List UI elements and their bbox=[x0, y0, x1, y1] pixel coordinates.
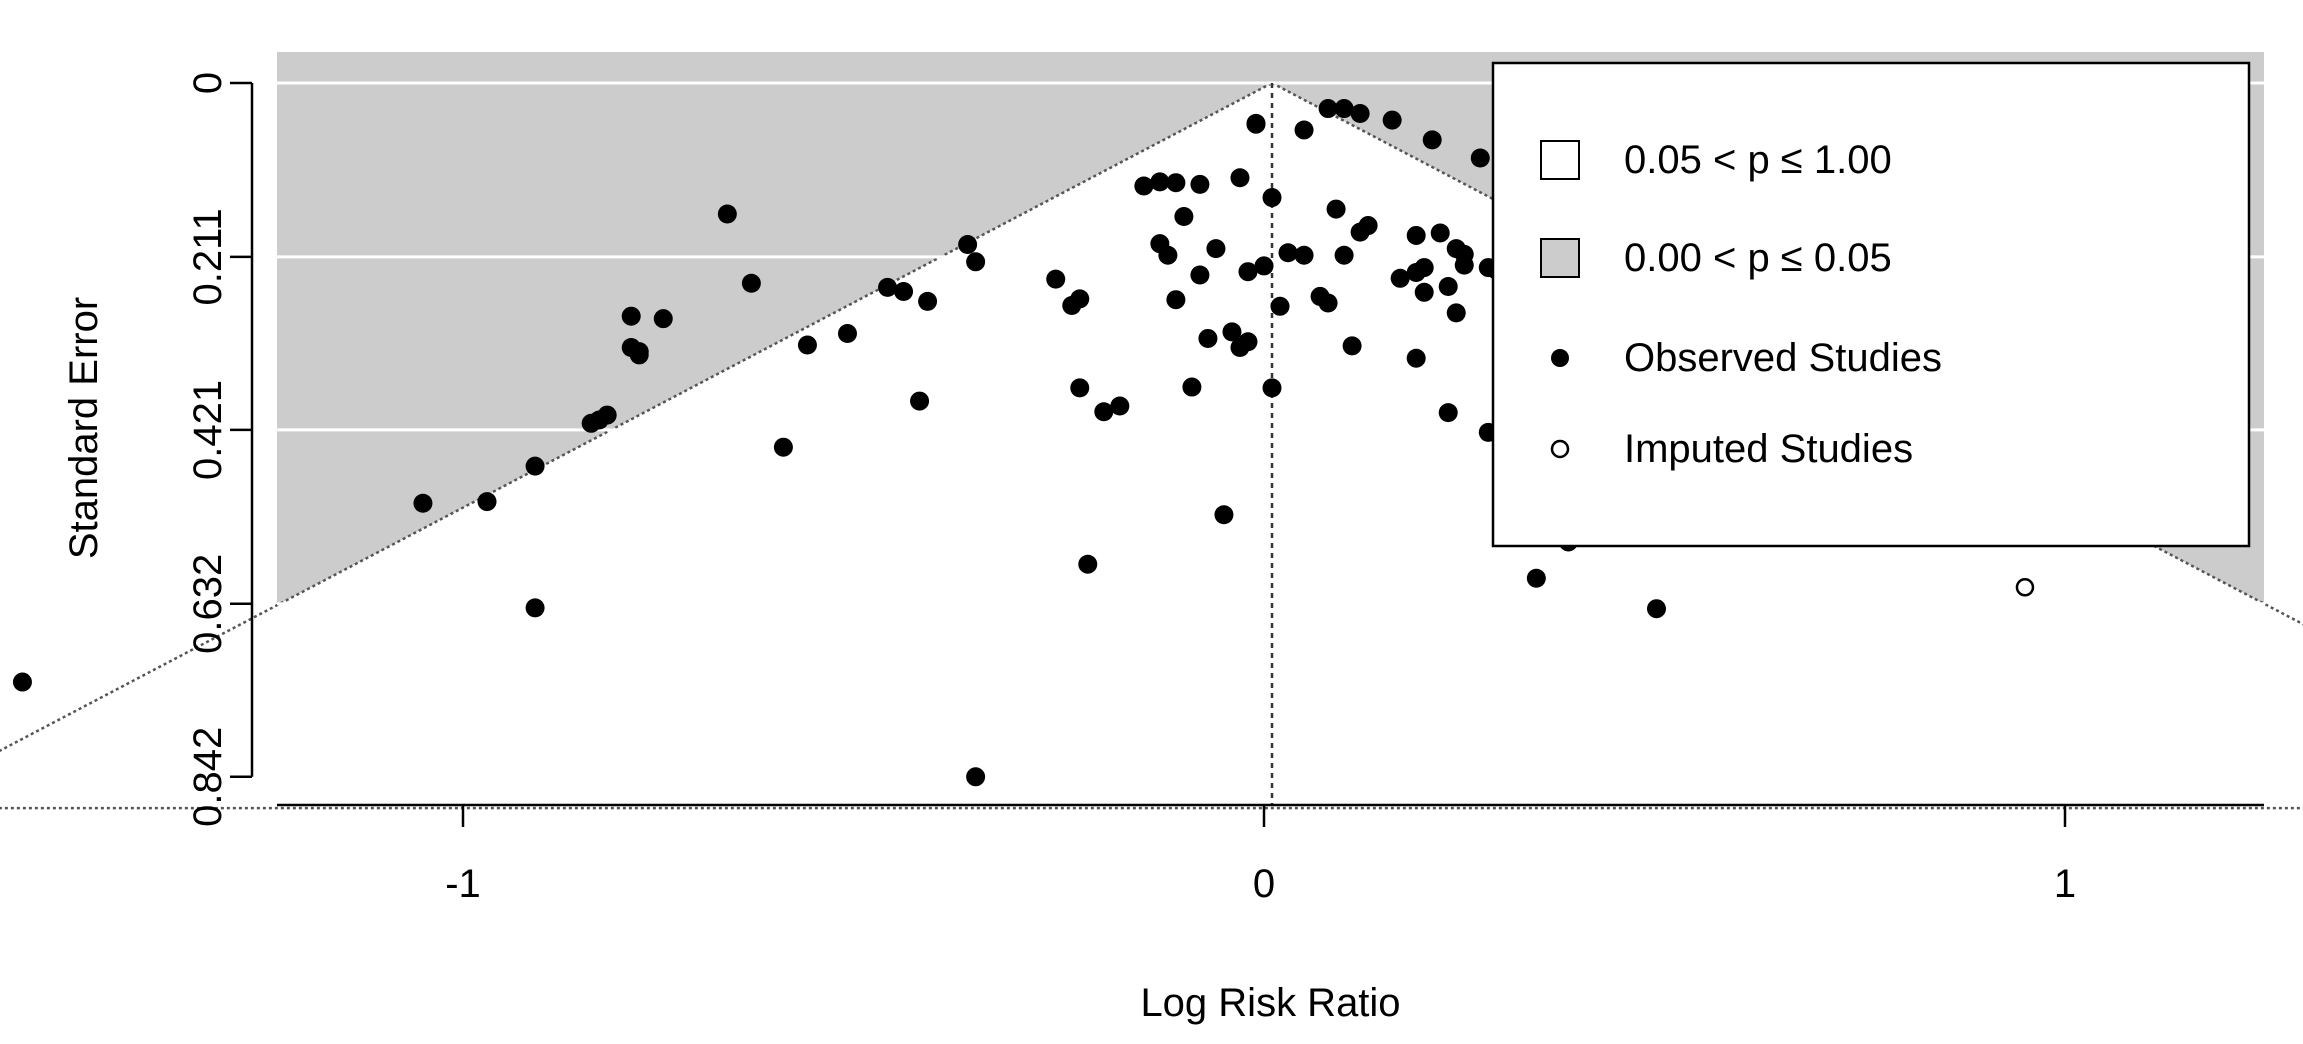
observed-study-point bbox=[1446, 303, 1466, 323]
observed-study-point bbox=[1246, 114, 1266, 134]
imputed-study-point bbox=[2015, 578, 2035, 597]
observed-study-point bbox=[12, 672, 32, 692]
observed-study-point bbox=[1158, 245, 1178, 265]
observed-study-point bbox=[1166, 173, 1186, 193]
observed-study-point bbox=[1294, 245, 1314, 265]
observed-study-point bbox=[1254, 256, 1274, 276]
observed-study-point bbox=[966, 767, 986, 787]
observed-study-point bbox=[621, 306, 641, 326]
observed-study-point bbox=[1318, 99, 1338, 119]
observed-study-point bbox=[1390, 268, 1410, 288]
observed-study-point bbox=[1342, 336, 1362, 356]
observed-study-point bbox=[1334, 99, 1354, 119]
observed-study-point bbox=[1270, 296, 1290, 316]
observed-study-point bbox=[1422, 130, 1442, 150]
observed-study-point bbox=[597, 405, 617, 425]
observed-study-point bbox=[1454, 244, 1474, 264]
observed-study-point bbox=[1646, 599, 1666, 619]
legend-label-nonsignificant: 0.05 < p ≤ 1.00 bbox=[1624, 138, 1892, 182]
observed-study-point bbox=[1526, 568, 1546, 588]
observed-study-point bbox=[1150, 172, 1170, 192]
observed-study-point bbox=[653, 309, 673, 329]
observed-study-point bbox=[1046, 269, 1066, 289]
observed-study-point bbox=[1278, 243, 1298, 263]
observed-study-point bbox=[1406, 225, 1426, 245]
observed-study-point bbox=[1166, 290, 1186, 310]
y-tick-label: 0 bbox=[186, 72, 230, 94]
observed-study-point bbox=[1070, 289, 1090, 309]
legend: 0.05 < p ≤ 1.00 0.00 < p ≤ 0.05 Observed… bbox=[1491, 61, 2251, 548]
observed-study-point bbox=[1470, 148, 1490, 168]
observed-study-point bbox=[1334, 245, 1354, 265]
observed-study-point bbox=[1110, 396, 1130, 416]
observed-study-point bbox=[1230, 168, 1250, 188]
observed-study-point bbox=[1414, 282, 1434, 302]
observed-study-point bbox=[1326, 199, 1346, 219]
observed-study-point bbox=[1094, 402, 1114, 422]
observed-study-point bbox=[1134, 176, 1154, 196]
observed-study-point bbox=[1358, 216, 1378, 236]
legend-label-significant: 0.00 < p ≤ 0.05 bbox=[1624, 236, 1892, 280]
observed-study-point bbox=[1190, 174, 1210, 194]
observed-study-point bbox=[1222, 322, 1242, 342]
observed-study-point bbox=[717, 204, 737, 224]
observed-study-point bbox=[413, 493, 433, 513]
legend-label-observed: Observed Studies bbox=[1624, 336, 1942, 380]
observed-study-point bbox=[629, 342, 649, 362]
observed-study-point bbox=[1206, 239, 1226, 259]
observed-study-point bbox=[1350, 103, 1370, 123]
legend-symbol-filled-circle bbox=[1551, 349, 1569, 367]
observed-study-point bbox=[1382, 110, 1402, 130]
observed-study-point bbox=[958, 235, 978, 255]
legend-label-imputed: Imputed Studies bbox=[1624, 427, 1913, 471]
observed-study-point bbox=[1406, 348, 1426, 368]
observed-study-point bbox=[525, 456, 545, 476]
y-axis-title: Standard Error bbox=[62, 297, 106, 559]
observed-study-point bbox=[1182, 377, 1202, 397]
imputed-studies-series bbox=[2015, 578, 2035, 597]
observed-study-point bbox=[773, 437, 793, 457]
x-tick-label: 1 bbox=[2054, 862, 2076, 906]
x-tick-label: -1 bbox=[445, 862, 481, 906]
observed-study-point bbox=[1262, 378, 1282, 398]
legend-box bbox=[1491, 61, 2251, 548]
observed-study-point bbox=[1078, 554, 1098, 574]
x-axis: -2-1012 bbox=[277, 803, 2264, 906]
observed-study-point bbox=[894, 281, 914, 301]
observed-study-point bbox=[1238, 262, 1258, 282]
x-axis-title: Log Risk Ratio bbox=[1140, 981, 1400, 1025]
y-tick-label: 0.842 bbox=[186, 727, 230, 827]
observed-study-point bbox=[1438, 277, 1458, 297]
y-tick-label: 0.211 bbox=[186, 208, 230, 305]
legend-symbol-gray-square bbox=[1540, 238, 1580, 278]
observed-study-point bbox=[1238, 332, 1258, 352]
observed-study-point bbox=[910, 391, 930, 411]
observed-study-point bbox=[1430, 223, 1450, 243]
observed-study-point bbox=[1438, 403, 1458, 423]
observed-study-point bbox=[525, 598, 545, 618]
legend-symbol-open-circle bbox=[1550, 439, 1570, 459]
observed-study-point bbox=[837, 323, 857, 343]
y-tick-label: 0.421 bbox=[186, 380, 230, 480]
observed-study-point bbox=[1174, 206, 1194, 226]
observed-study-point bbox=[1262, 188, 1282, 208]
observed-study-point bbox=[477, 492, 497, 512]
observed-study-point bbox=[1070, 378, 1090, 398]
observed-study-point bbox=[797, 335, 817, 355]
observed-study-point bbox=[1190, 265, 1210, 285]
x-tick-label: 0 bbox=[1253, 862, 1275, 906]
legend-symbol-white-square bbox=[1540, 140, 1580, 180]
observed-study-point bbox=[741, 273, 761, 293]
observed-study-point bbox=[918, 291, 938, 311]
observed-study-point bbox=[878, 277, 898, 297]
observed-study-point bbox=[1414, 258, 1434, 278]
observed-study-point bbox=[966, 252, 986, 272]
y-tick-label: 0.632 bbox=[186, 554, 230, 654]
observed-study-point bbox=[1294, 120, 1314, 140]
observed-study-point bbox=[1198, 328, 1218, 348]
y-axis: 0 0.211 0.421 0.632 0.842 bbox=[186, 72, 254, 827]
observed-study-point bbox=[1214, 505, 1234, 525]
observed-study-point bbox=[1318, 293, 1338, 313]
